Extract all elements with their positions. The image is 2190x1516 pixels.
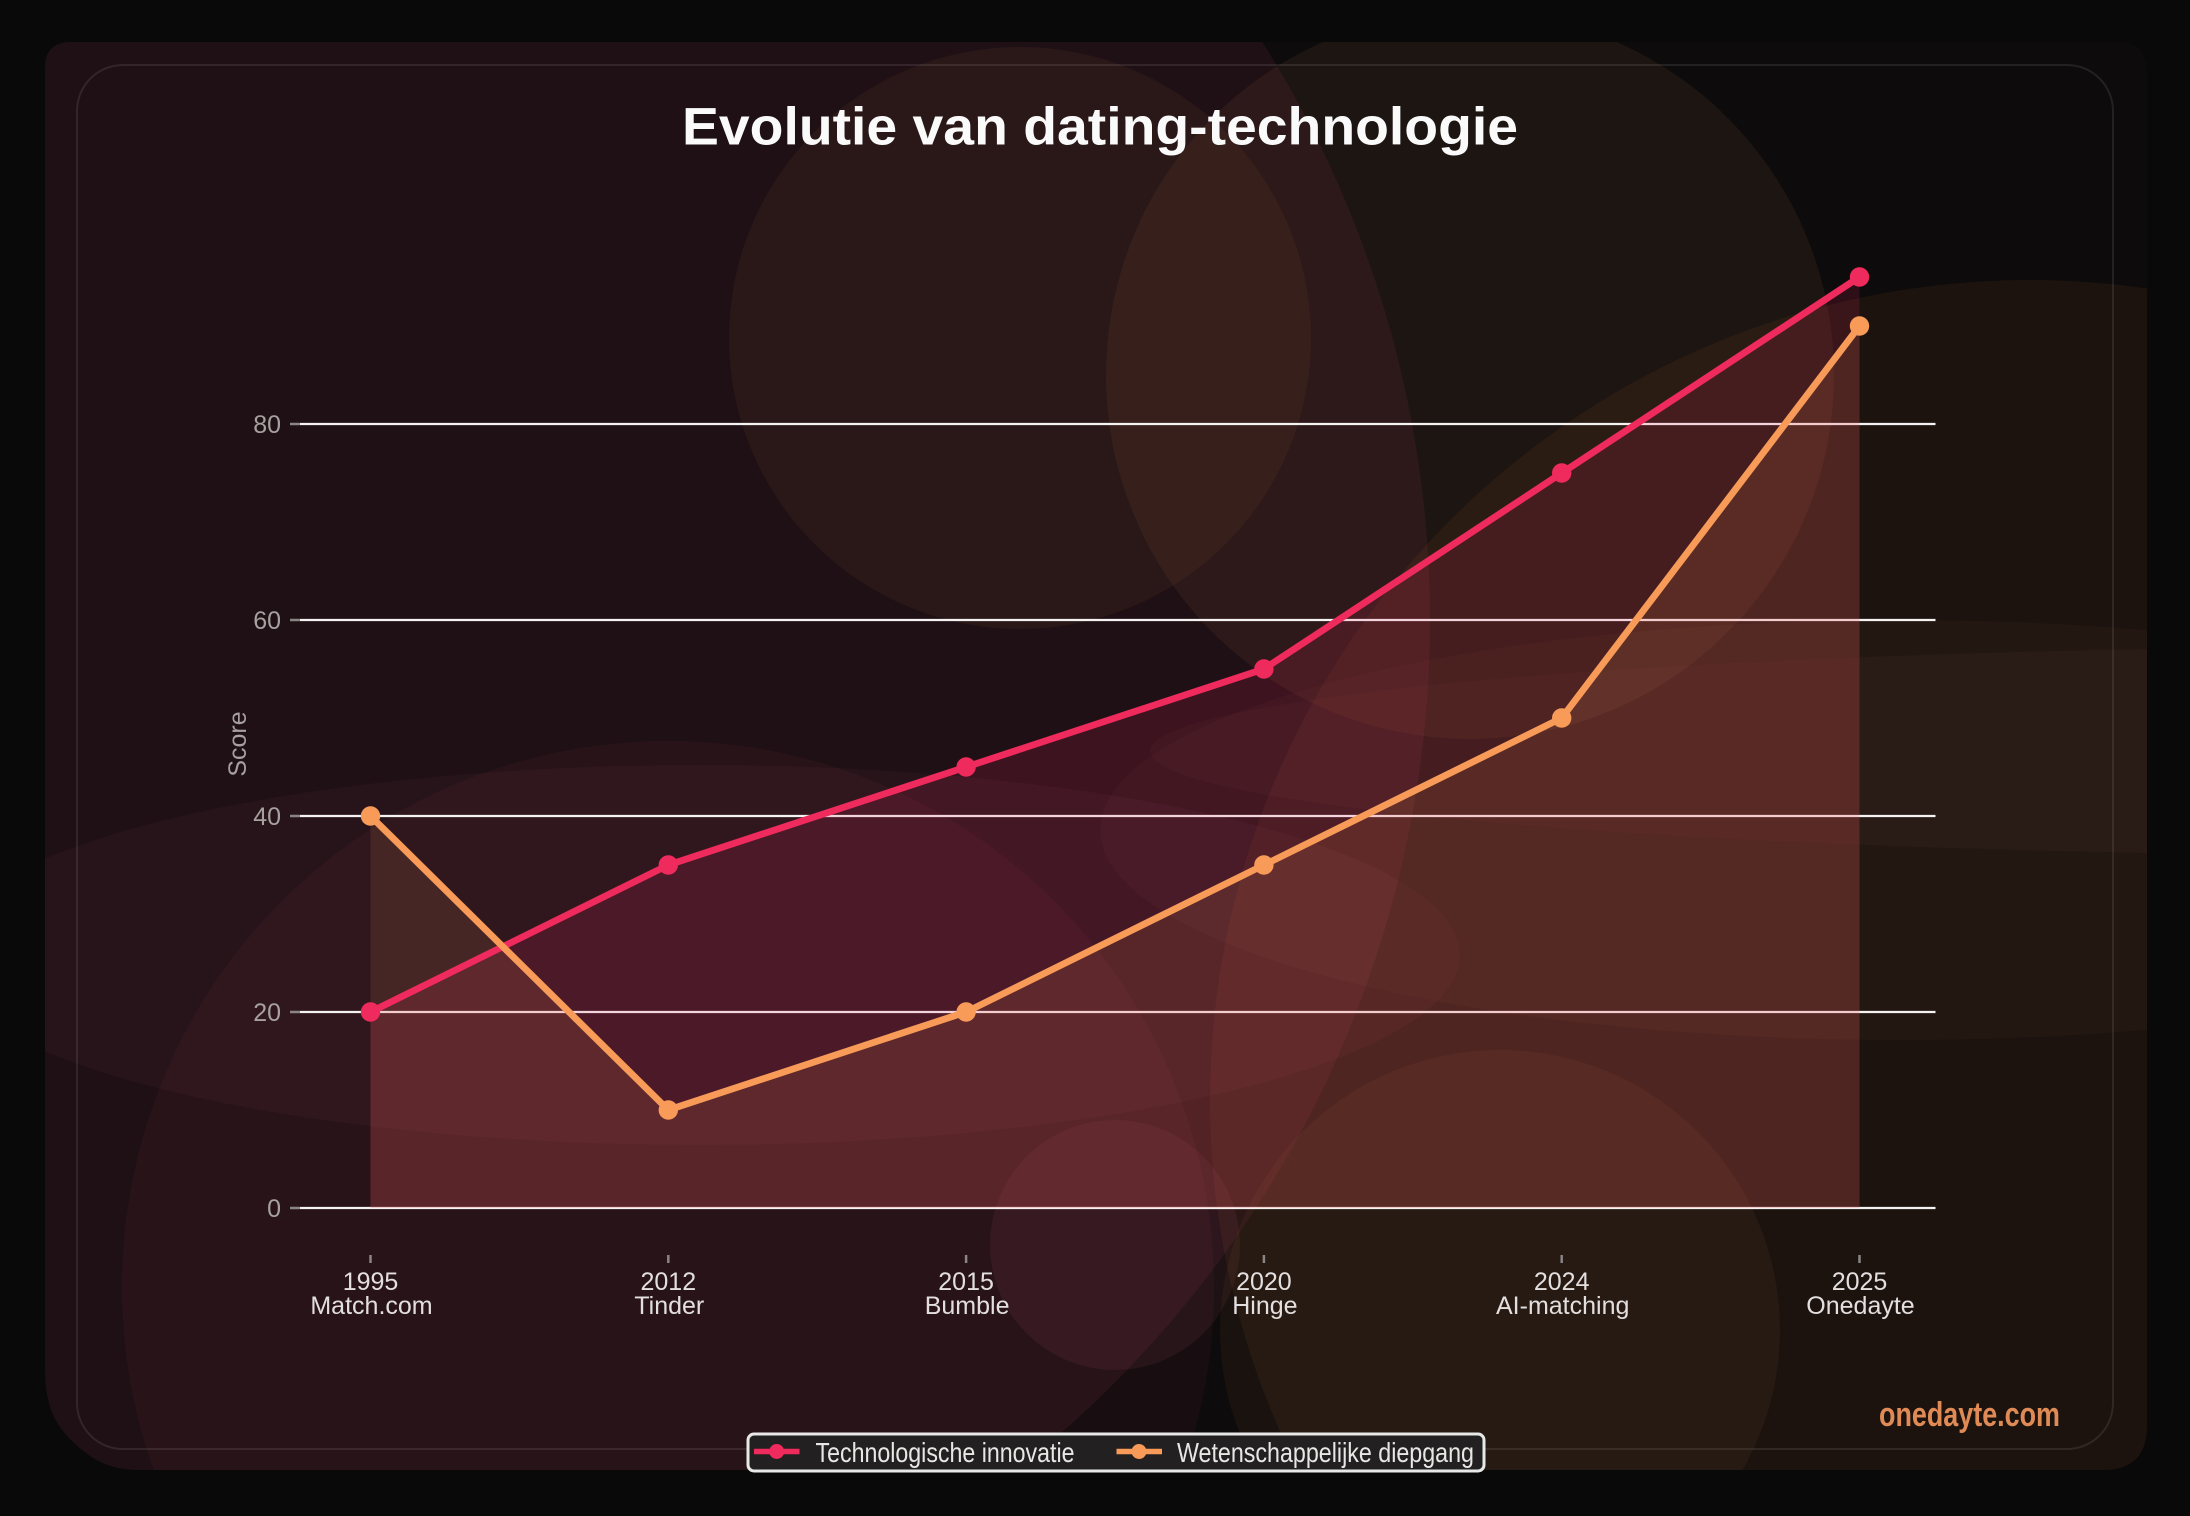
svg-text:Evolutie van dating-technologi: Evolutie van dating-technologie	[682, 98, 1518, 157]
svg-text:0: 0	[267, 1195, 281, 1223]
svg-text:60: 60	[253, 607, 281, 635]
svg-text:2012: 2012	[640, 1268, 696, 1296]
svg-text:Wetenschappelijke diepgang: Wetenschappelijke diepgang	[1177, 1437, 1474, 1468]
svg-text:1995: 1995	[343, 1268, 399, 1296]
svg-text:40: 40	[253, 803, 281, 831]
svg-text:2024: 2024	[1534, 1268, 1590, 1296]
svg-text:Hinge: Hinge	[1232, 1292, 1297, 1320]
svg-text:Match.com: Match.com	[310, 1292, 432, 1320]
svg-text:2025: 2025	[1832, 1268, 1888, 1296]
svg-text:onedayte.com: onedayte.com	[1879, 1396, 2060, 1434]
svg-text:AI-matching: AI-matching	[1496, 1292, 1629, 1320]
svg-text:Onedayte: Onedayte	[1806, 1292, 1914, 1320]
svg-text:Bumble: Bumble	[925, 1292, 1010, 1320]
svg-text:80: 80	[253, 411, 281, 439]
svg-text:2020: 2020	[1236, 1268, 1292, 1296]
svg-text:Tinder: Tinder	[634, 1292, 704, 1320]
svg-text:Score: Score	[224, 711, 252, 776]
svg-text:2015: 2015	[938, 1268, 994, 1296]
svg-text:20: 20	[253, 999, 281, 1027]
svg-text:Technologische innovatie: Technologische innovatie	[816, 1437, 1075, 1468]
